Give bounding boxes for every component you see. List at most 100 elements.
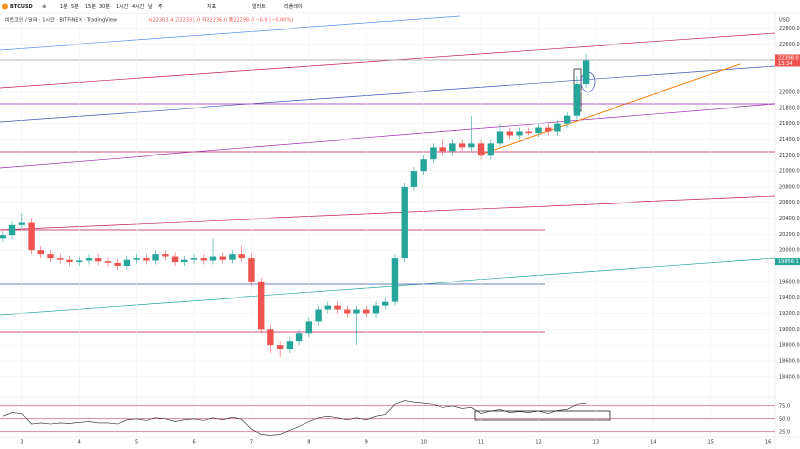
trendline bbox=[0, 195, 776, 231]
candle-body bbox=[76, 260, 83, 263]
y-tick-label: 22800.0 bbox=[779, 26, 800, 32]
candle-body bbox=[381, 301, 389, 306]
timeframe[interactable]: 5분 bbox=[71, 4, 79, 10]
y-tick-label: 20000.0 bbox=[779, 248, 800, 254]
y-tick-label: 20400.0 bbox=[779, 216, 800, 222]
timeframe[interactable]: 1분 bbox=[60, 4, 68, 10]
y-tick-label: 22000.0 bbox=[779, 89, 800, 95]
candle-body bbox=[582, 60, 590, 85]
trendline bbox=[479, 63, 741, 156]
indicators[interactable]: 지표 bbox=[207, 3, 217, 10]
candle-body bbox=[554, 123, 561, 132]
candle-body bbox=[430, 147, 437, 160]
candle-body bbox=[257, 281, 265, 330]
marker-price: 19856.1 bbox=[778, 259, 799, 265]
x-tick-label: 8 bbox=[307, 440, 310, 446]
drawings bbox=[0, 15, 776, 421]
candle-body bbox=[458, 143, 466, 148]
candle-body bbox=[506, 131, 513, 136]
y-tick-label: 20600.0 bbox=[779, 200, 800, 206]
candle-body bbox=[181, 259, 188, 263]
candle-body bbox=[545, 127, 552, 132]
candle-body bbox=[229, 254, 236, 260]
y-tick-label: 18800.0 bbox=[779, 343, 800, 349]
rsi-tick-label: 25.0 bbox=[779, 429, 790, 435]
x-tick-label: 3 bbox=[20, 440, 23, 446]
candle-body bbox=[410, 171, 418, 187]
trendline bbox=[0, 103, 776, 169]
x-tick-label: 13 bbox=[593, 440, 599, 446]
candle-body bbox=[334, 305, 341, 310]
x-tick-label: 12 bbox=[535, 440, 541, 446]
candle-body bbox=[420, 159, 427, 172]
candle-body bbox=[162, 254, 169, 257]
alert[interactable]: 얼러트 bbox=[252, 3, 266, 10]
x-tick-label: 15 bbox=[708, 440, 714, 446]
timeframe[interactable]: 15분 bbox=[85, 4, 96, 10]
candle-body bbox=[477, 143, 485, 156]
candle-body bbox=[573, 84, 581, 116]
y-tick-label: 21800.0 bbox=[779, 105, 800, 111]
candle-body bbox=[133, 258, 140, 260]
candle-body bbox=[0, 235, 7, 239]
candle-body bbox=[143, 258, 150, 261]
y-tick-label: 19000.0 bbox=[779, 327, 800, 333]
candle-body bbox=[171, 256, 179, 263]
timeframe[interactable]: 4시간 bbox=[132, 3, 145, 10]
toolbar bbox=[0, 0, 800, 13]
candle-body bbox=[8, 224, 16, 236]
candle-body bbox=[305, 321, 313, 334]
x-tick-label: 9 bbox=[365, 440, 368, 446]
y-tick-label: 18400.0 bbox=[779, 374, 800, 380]
timeframe[interactable]: 주 bbox=[158, 4, 163, 10]
candle-body bbox=[248, 258, 255, 282]
candle-body bbox=[238, 254, 245, 259]
candle-body bbox=[363, 309, 370, 314]
x-tick-label: 16 bbox=[765, 440, 771, 446]
y-tick-label: 21400.0 bbox=[779, 137, 800, 143]
marker-price-box bbox=[775, 258, 800, 266]
rsi-tick-label: 75.0 bbox=[779, 403, 790, 409]
trendline bbox=[0, 32, 776, 89]
candle-body bbox=[315, 309, 322, 322]
add-symbol[interactable]: ⊕ bbox=[42, 4, 46, 10]
candle-body bbox=[104, 261, 112, 263]
replay[interactable]: 리플레이 bbox=[284, 3, 302, 10]
timeframe[interactable]: 1시간 bbox=[116, 3, 129, 10]
candle-body bbox=[66, 259, 73, 263]
timeframe[interactable]: 날 bbox=[148, 3, 153, 10]
candle-body bbox=[18, 222, 26, 225]
candle-body bbox=[353, 309, 360, 314]
x-tick-label: 10 bbox=[420, 440, 426, 446]
candle-body bbox=[28, 222, 35, 251]
candle-body bbox=[190, 258, 198, 260]
trendline bbox=[0, 257, 776, 316]
y-tick-label: 21200.0 bbox=[779, 153, 800, 159]
x-tick-label: 5 bbox=[135, 440, 138, 446]
candle-body bbox=[468, 143, 475, 148]
candle-body bbox=[563, 115, 571, 124]
candle-body bbox=[200, 258, 208, 261]
symbol[interactable]: BTCUSD bbox=[10, 4, 33, 10]
timeframe[interactable]: 30분 bbox=[99, 4, 110, 10]
x-tick-label: 6 bbox=[192, 440, 195, 446]
candle-body bbox=[57, 258, 64, 260]
candle-body bbox=[401, 186, 408, 259]
candle-body bbox=[123, 259, 131, 267]
y-tick-label: 19600.0 bbox=[779, 279, 800, 285]
y-tick-label: 21600.0 bbox=[779, 121, 800, 127]
candle-body bbox=[295, 333, 303, 342]
candle-body bbox=[324, 305, 332, 310]
candle-body bbox=[37, 250, 44, 255]
rsi-line bbox=[2, 400, 587, 436]
candle-body bbox=[372, 305, 380, 314]
candle-body bbox=[496, 131, 504, 144]
y-tick-label: 20200.0 bbox=[779, 232, 800, 238]
x-tick-label: 7 bbox=[250, 440, 253, 446]
candle-body bbox=[94, 258, 102, 262]
y-tick-label: 19200.0 bbox=[779, 311, 800, 317]
candle-body bbox=[85, 258, 93, 261]
rsi-tick-label: 50.0 bbox=[779, 416, 790, 422]
candle-body bbox=[209, 256, 217, 261]
